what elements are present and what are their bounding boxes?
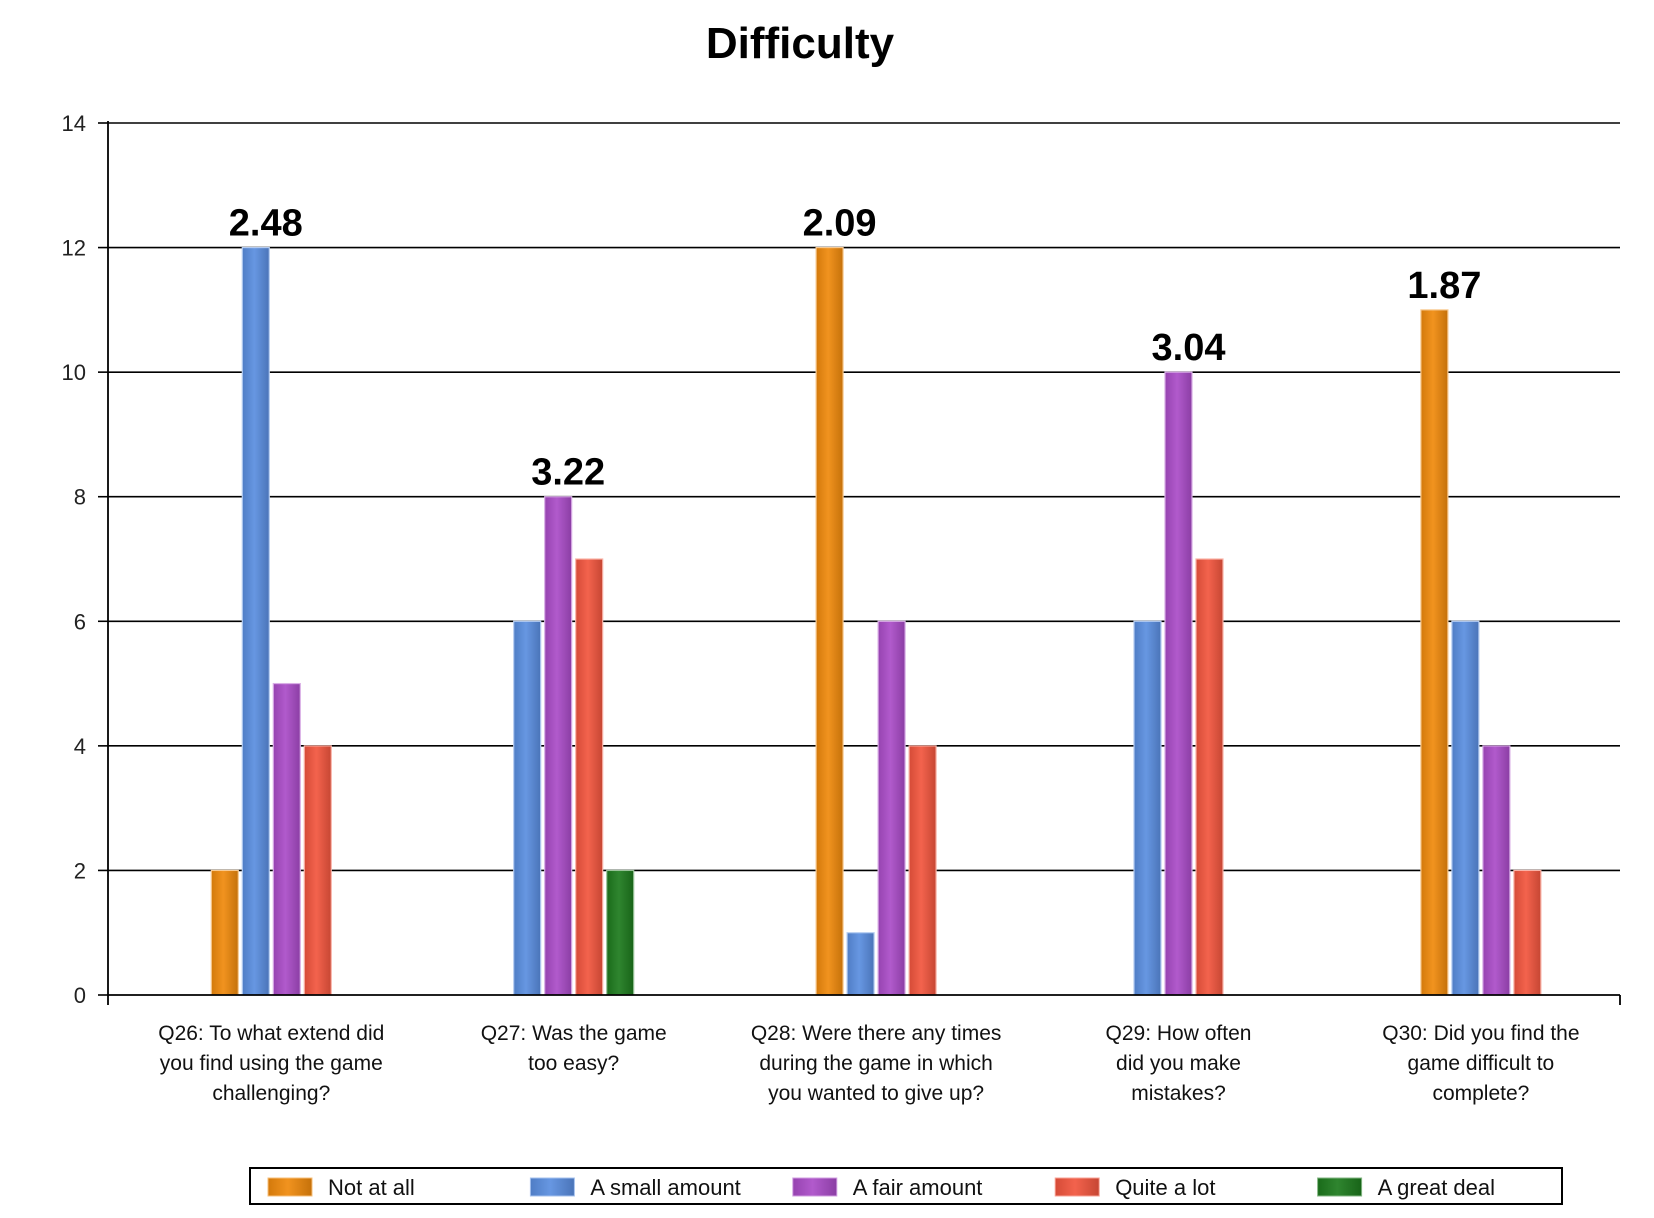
legend: Not at all A small amount A fair amount Qui… bbox=[249, 1167, 1563, 1205]
y-tick-label: 14 bbox=[62, 111, 86, 136]
grid-lines bbox=[108, 122, 1620, 872]
y-tick-label: 12 bbox=[62, 236, 86, 261]
bar bbox=[272, 682, 301, 996]
bar bbox=[241, 246, 270, 996]
legend-swatch bbox=[267, 1177, 313, 1197]
labels: 0 2 4 6 8 10 12 14 2.48 Q26: To what extend did yo… bbox=[62, 111, 1580, 1105]
x-category-label: Q29: How often did you make mistakes? bbox=[1106, 1022, 1252, 1105]
legend-swatch bbox=[1317, 1177, 1363, 1197]
x-category-label: Q27: Was the game too easy? bbox=[481, 1022, 667, 1075]
y-tick-label: 8 bbox=[74, 485, 86, 510]
chart-title: Difficulty bbox=[706, 19, 895, 68]
x-category-label: Q26: To what extend did you find using th… bbox=[158, 1022, 384, 1105]
mean-score-label: 3.22 bbox=[531, 452, 605, 494]
bars bbox=[210, 246, 1542, 996]
mean-score-label: 2.09 bbox=[803, 203, 877, 245]
bar bbox=[1513, 869, 1542, 996]
legend-label: A great deal bbox=[1378, 1175, 1495, 1200]
legend-swatch bbox=[792, 1177, 838, 1197]
bar bbox=[513, 620, 542, 996]
bar bbox=[210, 869, 239, 996]
legend-swatch bbox=[1054, 1177, 1100, 1197]
bar bbox=[1420, 309, 1449, 996]
mean-score-label: 2.48 bbox=[229, 203, 303, 245]
mean-score-label: 3.04 bbox=[1152, 327, 1226, 369]
bar bbox=[815, 246, 844, 996]
legend-label: Quite a lot bbox=[1115, 1175, 1215, 1200]
bar bbox=[846, 932, 875, 996]
legend-label: Not at all bbox=[328, 1175, 415, 1200]
legend-label: A small amount bbox=[590, 1175, 740, 1200]
y-tick-label: 6 bbox=[74, 609, 86, 634]
x-category-label: Q30: Did you find the game difficult to co… bbox=[1382, 1022, 1579, 1105]
y-tick-label: 4 bbox=[74, 734, 86, 759]
bar bbox=[544, 496, 573, 996]
bar bbox=[303, 745, 332, 996]
bar bbox=[1195, 558, 1224, 996]
legend-swatch bbox=[529, 1177, 575, 1197]
mean-score-label: 1.87 bbox=[1407, 265, 1481, 307]
axes bbox=[98, 121, 1621, 1005]
legend-label: A fair amount bbox=[853, 1175, 983, 1200]
bar bbox=[908, 745, 937, 996]
y-tick-label: 10 bbox=[62, 360, 86, 385]
y-tick-label: 2 bbox=[74, 858, 86, 883]
bar bbox=[1164, 371, 1193, 996]
bar bbox=[1133, 620, 1162, 996]
bar bbox=[575, 558, 604, 996]
bar bbox=[1482, 745, 1511, 996]
y-tick-label: 0 bbox=[74, 983, 86, 1008]
bar bbox=[606, 869, 635, 996]
x-category-label: Q28: Were there any times during the game… bbox=[751, 1022, 1002, 1105]
bar bbox=[877, 620, 906, 996]
bar bbox=[1451, 620, 1480, 996]
